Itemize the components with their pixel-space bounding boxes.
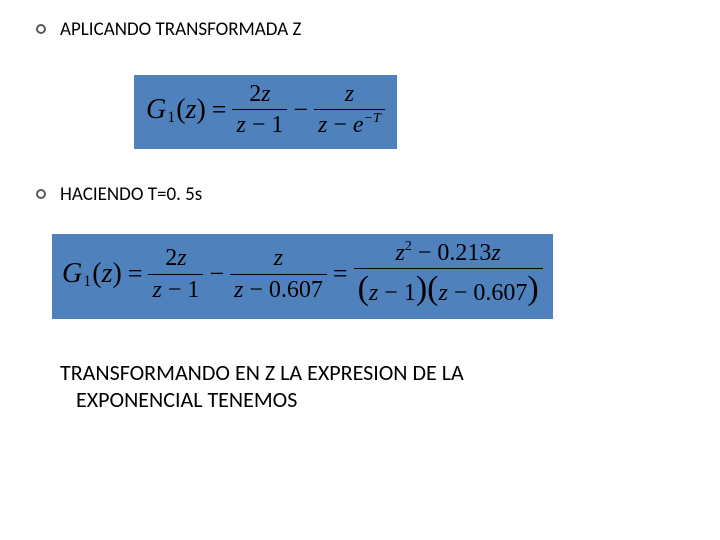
rhs-num-b: 0.213 (437, 240, 491, 266)
formula-2: G 1 ( z ) = 2z z − 1 − z z − 0.607 = (62, 240, 543, 309)
bottom-line-2: EXPONENCIAL TENEMOS (76, 386, 690, 414)
num-1: 2z (249, 81, 270, 107)
lparen-2: ( (92, 258, 101, 290)
rparen-2: ) (112, 258, 121, 290)
rhs-d1-r: 1 (404, 280, 416, 306)
rhs-num-op: − (418, 240, 432, 266)
num-3: 2z (165, 245, 186, 271)
lhs-sub: 1 (167, 109, 175, 127)
den2-op: − (333, 112, 347, 138)
den2-sup: −T (364, 111, 381, 126)
den3-op: − (168, 277, 182, 303)
bullet-icon (36, 24, 46, 34)
den2-l: z (318, 112, 327, 138)
lhs-sub-2: 1 (83, 273, 91, 291)
den2-base: e (353, 112, 364, 138)
frac-1: 2z z − 1 (232, 81, 287, 139)
bottom-paragraph: TRANSFORMANDO EN Z LA EXPRESION DE LA EX… (60, 359, 690, 414)
rhs-num-c: z (491, 240, 500, 266)
num-2: z (341, 81, 358, 107)
num-4: z (270, 245, 287, 271)
den4-l: z (234, 277, 243, 303)
lhs-var-2: G (62, 258, 82, 290)
den4-r: 0.607 (269, 277, 323, 303)
minus-2: − (209, 259, 224, 289)
lparen: ( (176, 94, 185, 126)
bottom-line-1: TRANSFORMANDO EN Z LA EXPRESION DE LA (60, 359, 690, 387)
bullet-icon (36, 189, 46, 199)
den1-r: 1 (271, 112, 283, 138)
lhs-arg: z (186, 94, 197, 126)
formula-1: G 1 ( z ) = 2z z − 1 − z z − e−T (146, 81, 385, 139)
frac-2: z z − e−T (314, 81, 385, 139)
rhs-num-a: z (396, 240, 405, 266)
rhs-d2-op: − (454, 280, 468, 306)
den1-l: z (236, 112, 245, 138)
bullet-row-1: APLICANDO TRANSFORMADA Z (30, 18, 690, 41)
equation-box-2: G 1 ( z ) = 2z z − 1 − z z − 0.607 = (52, 234, 553, 319)
frac-4: z z − 0.607 (230, 245, 327, 303)
bullet-text-1: APLICANDO TRANSFORMADA Z (60, 18, 301, 41)
rhs-d2-r: 0.607 (473, 280, 527, 306)
rhs-d1-l: z (369, 280, 378, 306)
rhs-d1-op: − (384, 280, 398, 306)
frac-3: 2z z − 1 (148, 245, 203, 303)
rparen: ) (196, 94, 205, 126)
minus-1: − (293, 95, 308, 125)
equals-3: = (333, 259, 348, 289)
lhs-arg-2: z (102, 258, 113, 290)
rhs-num-a-sup: 2 (405, 239, 412, 254)
bullet-row-2: HACIENDO T=0. 5s (30, 183, 690, 206)
equation-box-1: G 1 ( z ) = 2z z − 1 − z z − e−T (134, 75, 397, 149)
bullet-text-2: HACIENDO T=0. 5s (60, 183, 202, 206)
rhs-d2-l: z (438, 280, 447, 306)
lhs-var: G (146, 94, 166, 126)
equals: = (212, 95, 227, 125)
den3-l: z (152, 277, 161, 303)
den3-r: 1 (187, 277, 199, 303)
den1-op: − (252, 112, 266, 138)
equals-2: = (128, 259, 143, 289)
den4-op: − (249, 277, 263, 303)
frac-5: z2 − 0.213z (z − 1)(z − 0.607) (354, 240, 543, 309)
